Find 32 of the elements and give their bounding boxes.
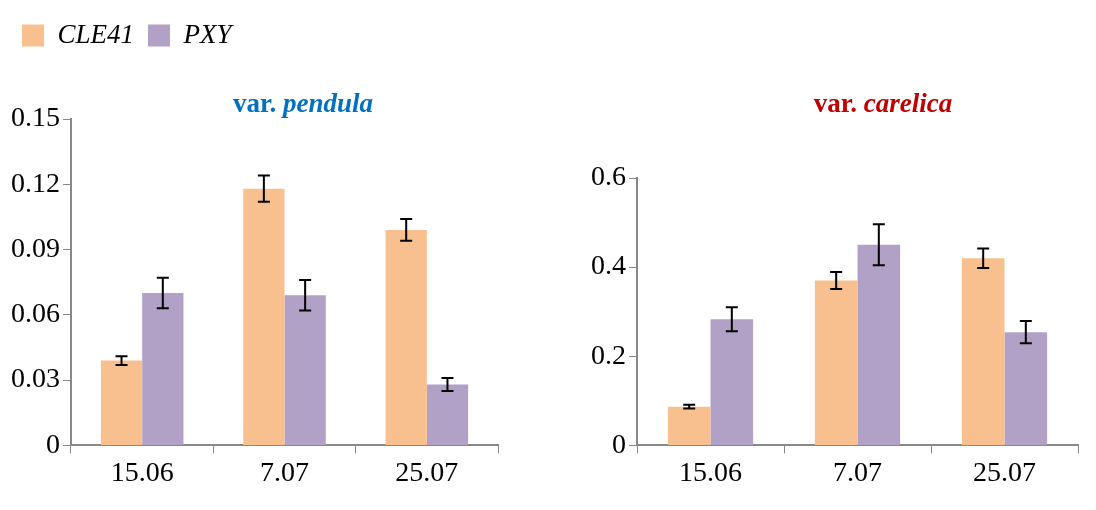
- bar: [284, 295, 326, 445]
- x-tick-label: 25.07: [395, 455, 459, 487]
- bar: [1004, 332, 1048, 445]
- y-tick-label: 0: [612, 427, 626, 459]
- legend-label: PXY: [182, 18, 235, 49]
- x-tick-label: 7.07: [260, 455, 309, 487]
- bar: [814, 280, 858, 445]
- y-tick-label: 0: [46, 427, 60, 459]
- bar: [142, 293, 184, 445]
- y-tick-label: 0.15: [11, 101, 60, 133]
- bar: [100, 360, 143, 445]
- y-tick-label: 0.6: [591, 160, 626, 192]
- x-tick-label: 15.06: [110, 455, 174, 487]
- y-tick-label: 0.2: [591, 338, 626, 370]
- y-tick-label: 0.09: [11, 231, 60, 263]
- bar: [426, 384, 469, 445]
- bar: [710, 319, 754, 445]
- bar: [857, 244, 901, 445]
- legend-label: CLE41: [57, 18, 135, 49]
- chart-title: var. carelica: [813, 88, 953, 118]
- bar: [385, 229, 427, 445]
- y-tick-label: 0.03: [11, 362, 60, 394]
- bar: [961, 258, 1005, 445]
- x-tick-label: 7.07: [833, 455, 882, 487]
- bar: [667, 406, 711, 445]
- y-tick-label: 0.4: [591, 249, 626, 281]
- bar: [243, 188, 285, 445]
- y-tick-label: 0.06: [11, 297, 60, 329]
- x-tick-label: 25.07: [973, 455, 1036, 487]
- chart-title: var. pendula: [232, 88, 374, 118]
- x-tick-label: 15.06: [679, 455, 742, 487]
- y-tick-label: 0.12: [11, 166, 60, 198]
